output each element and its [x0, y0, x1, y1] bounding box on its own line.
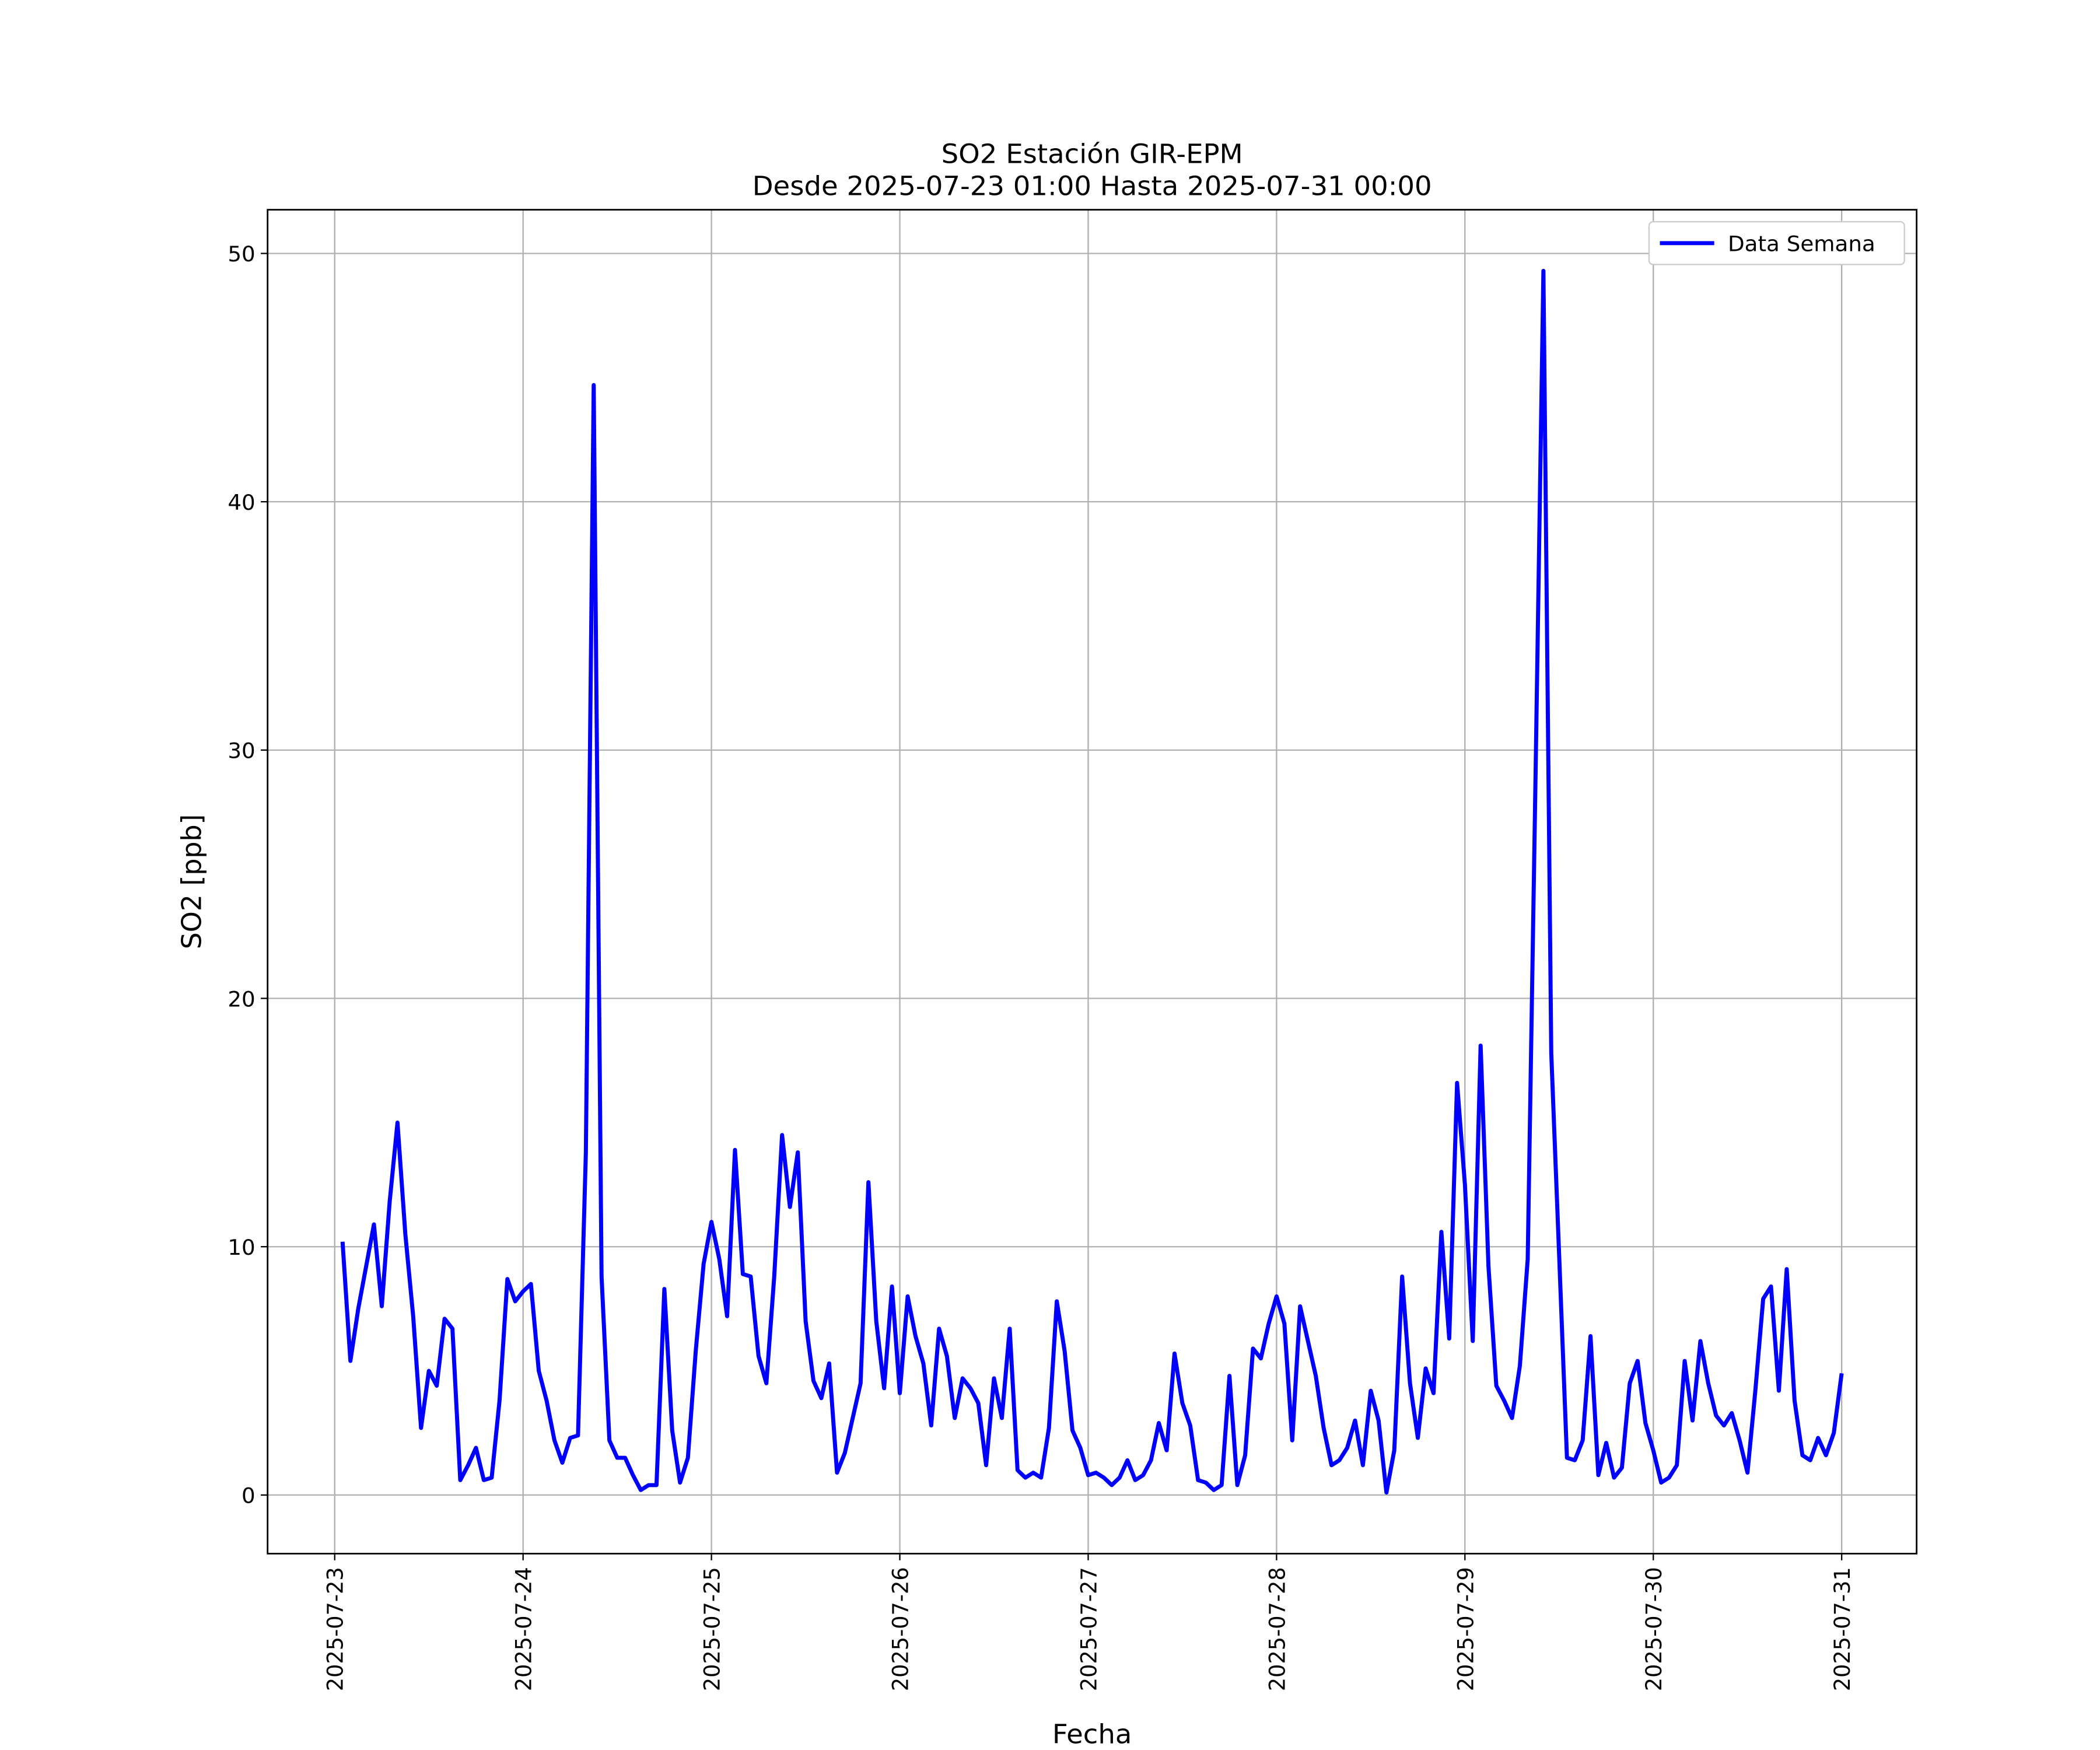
y-tick-label: 20: [228, 987, 255, 1012]
x-tick-label: 2025-07-31: [1830, 1567, 1855, 1691]
plot-frame: [267, 209, 1918, 1555]
y-tick-label: 30: [228, 738, 255, 764]
y-tick-label: 0: [242, 1483, 256, 1508]
y-tick-label: 10: [228, 1235, 255, 1260]
x-axis-label: Fecha: [1052, 1718, 1132, 1750]
x-tick-label: 2025-07-27: [1076, 1567, 1101, 1691]
x-tick-label: 2025-07-29: [1453, 1567, 1478, 1691]
x-tick-label: 2025-07-30: [1642, 1567, 1667, 1691]
chart-subtitle: Desde 2025-07-23 01:00 Hasta 2025-07-31 …: [752, 170, 1432, 202]
x-tick-label: 2025-07-24: [511, 1567, 536, 1691]
x-tick-label: 2025-07-25: [699, 1567, 724, 1691]
x-tick-label: 2025-07-28: [1265, 1567, 1290, 1691]
x-tick-label: 2025-07-26: [888, 1567, 913, 1691]
y-tick-label: 50: [228, 242, 255, 267]
legend-label: Data Semana: [1728, 232, 1875, 257]
x-tick-label: 2025-07-23: [323, 1567, 348, 1691]
data-line: [340, 268, 1844, 1495]
y-axis-label: SO2 [ppb]: [176, 814, 207, 950]
chart-title: SO2 Estación GIR-EPM: [942, 138, 1243, 170]
legend-box: [1648, 221, 1905, 265]
y-tick-label: 40: [228, 490, 255, 515]
